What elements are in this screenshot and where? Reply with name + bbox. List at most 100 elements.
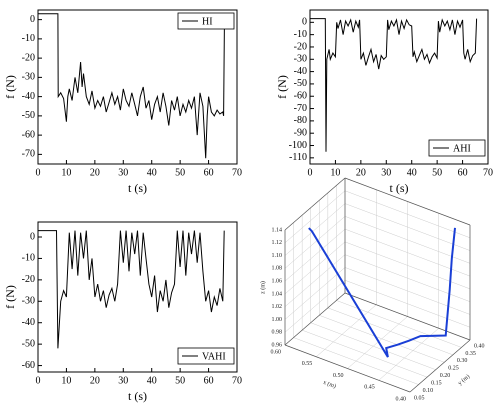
y-tick-label: -10 [22, 253, 35, 264]
z-tick-label: 0.98 [272, 330, 283, 336]
grid-line [293, 337, 419, 385]
x-tick-label: 60 [458, 167, 468, 178]
box-edge [344, 292, 471, 341]
z-tick-label: 1.08 [272, 266, 283, 272]
y-tick-label: -20 [22, 52, 35, 63]
y-tick-label: 0.35 [465, 351, 476, 357]
y-axis-label: f (N) [3, 285, 17, 309]
grid-line [344, 203, 471, 251]
grid-line [336, 300, 462, 348]
z-tick-label: 0.96 [272, 342, 283, 348]
grid-line [284, 228, 346, 282]
data-line [310, 18, 478, 152]
grid-line [344, 190, 471, 239]
x-tick-label: 20 [356, 167, 366, 178]
x-tick-label: 70 [483, 167, 493, 178]
z-axis-label: z (m) [259, 281, 266, 294]
grid-line [284, 241, 346, 295]
y-axis-label: f (N) [3, 75, 17, 99]
grid-line [316, 304, 377, 357]
x-tick-label: 60 [204, 167, 214, 178]
grid-line [310, 322, 436, 370]
x-tick-label: 20 [90, 375, 100, 386]
x-tick-label: 30 [118, 375, 128, 386]
y-tick-label: -30 [294, 54, 307, 65]
grid-line [284, 254, 346, 307]
y-tick-label: 0.30 [457, 358, 468, 364]
trajectory [308, 227, 456, 358]
z-tick-label: 1.06 [272, 278, 283, 284]
x-tick-label: 0.50 [333, 373, 344, 379]
legend-label: HI [202, 16, 213, 27]
y-tick-label: -50 [22, 110, 35, 121]
x-tick-label: 30 [381, 167, 391, 178]
y-tick-label: -60 [22, 129, 35, 140]
grid-line [319, 315, 445, 363]
x-tick-label: 40 [147, 167, 157, 178]
y-tick-label: -20 [22, 274, 35, 285]
y-tick-label: -80 [294, 115, 307, 126]
y-tick-label: -40 [294, 66, 307, 77]
y-tick-label: -10 [294, 29, 307, 40]
x-tick-label: 0 [308, 167, 313, 178]
x-tick-label: 70 [232, 375, 242, 386]
y-axis-label: y (m) [457, 373, 472, 387]
y-tick-label: -40 [22, 91, 35, 102]
legend-label: VAHI [202, 351, 226, 362]
grid-line [302, 329, 428, 378]
box-edge [409, 339, 471, 393]
grid-line [284, 267, 346, 320]
box-edge [284, 177, 346, 231]
box-edge [344, 177, 471, 226]
y-tick-label: 0.05 [414, 395, 425, 401]
y-tick-label: -10 [22, 33, 35, 44]
grid-line [327, 307, 453, 356]
y-tick-label: 0 [30, 231, 35, 242]
legend-box [428, 139, 486, 157]
x-axis-label: t (s) [390, 181, 409, 195]
y-tick-label: -40 [22, 317, 35, 328]
grid-line [284, 280, 346, 333]
x-tick-label: 50 [432, 167, 442, 178]
grid-line [347, 316, 408, 369]
y-tick-label: 0 [302, 17, 307, 28]
grid-line [344, 241, 471, 290]
x-tick-label: 0.45 [364, 385, 375, 391]
x-tick-label: 20 [90, 167, 100, 178]
z-tick-label: 1.04 [272, 291, 283, 297]
y-tick-label: -50 [22, 338, 35, 349]
x-tick-label: 40 [147, 375, 157, 386]
grid-line [344, 279, 471, 328]
legend-box [177, 347, 235, 365]
x-axis-label: t (s) [128, 389, 147, 403]
legend-box [177, 12, 235, 30]
x-tick-label: 40 [407, 167, 417, 178]
grid-line [284, 203, 346, 256]
x-tick-label: 10 [330, 167, 340, 178]
grid-line [344, 216, 471, 264]
x-tick-label: 0 [36, 167, 41, 178]
y-tick-label: -60 [22, 360, 35, 371]
x-tick-label: 50 [175, 167, 185, 178]
y-tick-label: 0 [30, 14, 35, 25]
z-tick-label: 1.14 [272, 227, 283, 233]
x-tick-label: 0.55 [302, 361, 313, 367]
y-tick-label: -60 [294, 91, 307, 102]
y-axis-label: f (N) [275, 75, 289, 99]
z-tick-label: 1.10 [272, 253, 283, 259]
y-tick-label: -90 [294, 127, 307, 138]
z-tick-label: 1.00 [272, 317, 283, 323]
plot-frame [309, 9, 489, 165]
x-tick-label: 50 [175, 375, 185, 386]
y-tick-label: -30 [22, 296, 35, 307]
y-tick-label: -70 [22, 149, 35, 160]
box-edge [284, 344, 411, 393]
y-tick-label: 0.20 [440, 373, 451, 379]
x-axis-label: t (s) [128, 181, 147, 195]
grid-line [284, 190, 346, 243]
y-tick-label: -20 [294, 41, 307, 52]
box-edge [284, 292, 346, 346]
grid-line [284, 216, 346, 269]
x-tick-label: 0.40 [396, 396, 407, 402]
